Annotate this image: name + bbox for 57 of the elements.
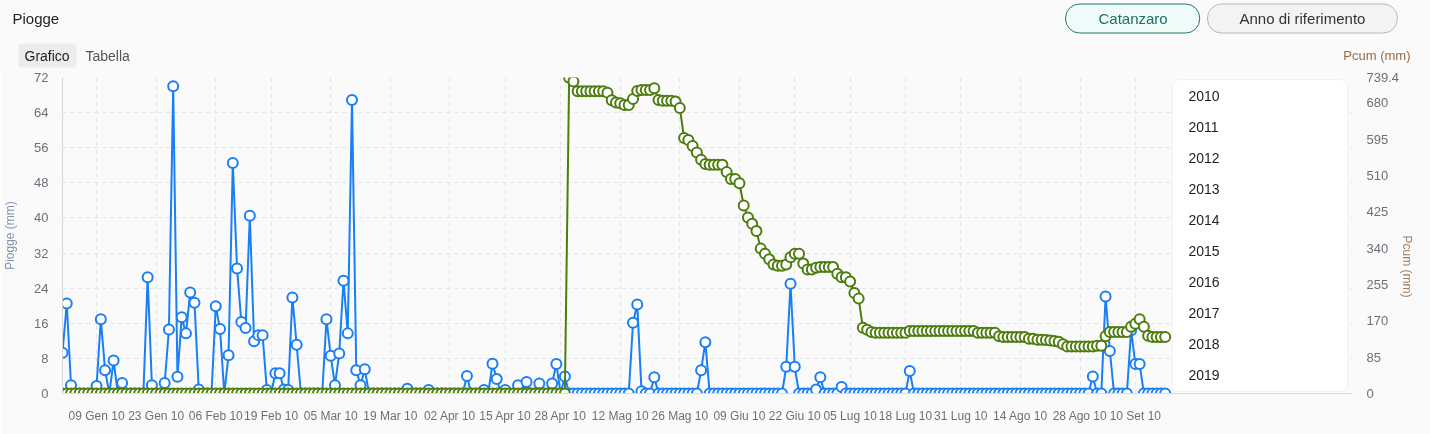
y2-tick-label: 680 bbox=[1366, 95, 1389, 111]
x-tick-label: 14 Ago 10 bbox=[993, 408, 1048, 423]
annotation: 2017 bbox=[1188, 304, 1220, 321]
x-tick-label: 26 Mag 10 bbox=[651, 408, 709, 423]
y2-tick-label: 85 bbox=[1366, 349, 1381, 365]
chart-title: Piogge bbox=[12, 10, 60, 27]
y-tick-label: 56 bbox=[34, 140, 49, 156]
annotation: 2018 bbox=[1188, 335, 1220, 352]
y-axis-title: Piogge (mm) bbox=[3, 201, 18, 270]
x-tick-label: 23 Gen 10 bbox=[128, 408, 185, 423]
y2-tick-label: 340 bbox=[1366, 240, 1389, 256]
text: Catanzaro bbox=[1098, 10, 1168, 27]
x-tick-label: 09 Gen 10 bbox=[68, 408, 125, 423]
annotation: 2010 bbox=[1188, 87, 1220, 104]
y-tick-label: 64 bbox=[34, 105, 49, 121]
y2-tick-label: 739.4 bbox=[1366, 70, 1400, 85]
y-tick-label: 72 bbox=[34, 70, 49, 85]
text: Grafico bbox=[24, 47, 70, 64]
y2-tick-label: 170 bbox=[1366, 313, 1389, 329]
annotation: 2015 bbox=[1188, 242, 1220, 259]
text: Anno di riferimento bbox=[1239, 10, 1366, 27]
y2-axis-title: Pcum (mm) bbox=[1400, 235, 1415, 298]
x-tick-label: 19 Feb 10 bbox=[244, 408, 299, 423]
x-tick-label: 18 Lug 10 bbox=[878, 408, 933, 423]
annotation: 2016 bbox=[1188, 273, 1220, 290]
annotation: 2014 bbox=[1188, 211, 1220, 228]
y-tick-label: 0 bbox=[41, 386, 49, 401]
y-tick-label: 48 bbox=[34, 175, 49, 191]
y-tick-label: 40 bbox=[34, 210, 49, 226]
x-tick-label: 12 Mag 10 bbox=[591, 408, 649, 423]
x-tick-label: 10 Set 10 bbox=[1109, 408, 1162, 423]
y2-tick-label: 425 bbox=[1366, 204, 1389, 220]
x-tick-label: 28 Ago 10 bbox=[1052, 408, 1108, 423]
y-tick-label: 8 bbox=[41, 350, 49, 366]
annotation: 2019 bbox=[1188, 366, 1220, 383]
x-tick-label: 31 Lug 10 bbox=[934, 408, 988, 423]
x-tick-label: 02 Apr 10 bbox=[423, 408, 476, 423]
x-tick-label: 06 Feb 10 bbox=[188, 408, 244, 423]
x-tick-label: 28 Apr 10 bbox=[534, 408, 587, 423]
annotation: 2011 bbox=[1188, 118, 1219, 135]
y2-tick-label: 510 bbox=[1366, 168, 1389, 184]
x-tick-label: 09 Giu 10 bbox=[713, 408, 766, 423]
x-tick-label: 05 Mar 10 bbox=[303, 408, 359, 423]
x-tick-label: 05 Lug 10 bbox=[823, 408, 878, 423]
y-tick-label: 24 bbox=[34, 280, 49, 296]
x-tick-label: 22 Giu 10 bbox=[768, 408, 822, 423]
text: Tabella bbox=[85, 47, 131, 64]
text: Pcum (mm) bbox=[1343, 48, 1411, 63]
y2-tick-label: 0 bbox=[1366, 386, 1374, 401]
x-tick-label: 19 Mar 10 bbox=[363, 408, 418, 423]
annotation: 2013 bbox=[1188, 180, 1220, 197]
y2-tick-label: 595 bbox=[1366, 131, 1389, 147]
y-tick-label: 32 bbox=[34, 245, 49, 261]
y-tick-label: 16 bbox=[34, 315, 49, 331]
x-tick-label: 15 Apr 10 bbox=[479, 408, 531, 423]
annotation: 2012 bbox=[1188, 149, 1220, 166]
y2-tick-label: 255 bbox=[1366, 277, 1389, 293]
